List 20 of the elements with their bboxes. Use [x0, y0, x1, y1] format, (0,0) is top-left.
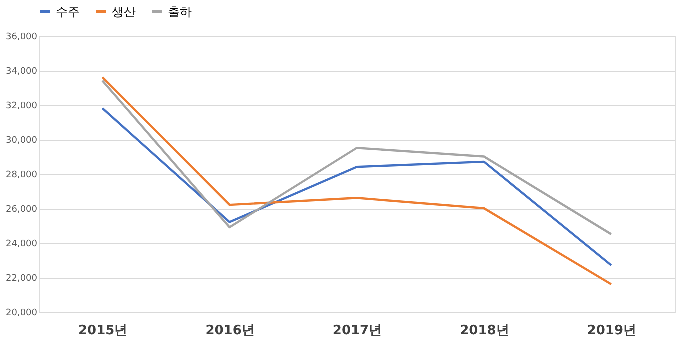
- legend-label: 생산: [112, 4, 136, 19]
- y-tick-label: 20,000: [6, 308, 38, 318]
- legend-label: 수주: [56, 4, 80, 19]
- x-tick-label: 2017년: [332, 324, 382, 338]
- y-tick-label: 34,000: [6, 67, 38, 77]
- line-series: [102, 80, 612, 236]
- line-series: [102, 107, 612, 267]
- x-tick-label: 2018년: [460, 324, 510, 338]
- x-tick-label: 2019년: [587, 324, 636, 338]
- x-tick-label: 2015년: [78, 324, 128, 338]
- y-tick-label: 30,000: [6, 136, 38, 146]
- y-tick-label: 26,000: [6, 205, 38, 215]
- line-series: [102, 76, 612, 286]
- legend-label: 출하: [168, 4, 192, 19]
- y-tick-label: 28,000: [6, 170, 38, 180]
- y-tick-label: 32,000: [6, 102, 38, 112]
- y-tick-label: 22,000: [6, 274, 38, 284]
- y-tick-label: 36,000: [6, 32, 38, 42]
- y-tick-label: 24,000: [6, 240, 38, 250]
- x-tick-label: 2016년: [206, 324, 255, 338]
